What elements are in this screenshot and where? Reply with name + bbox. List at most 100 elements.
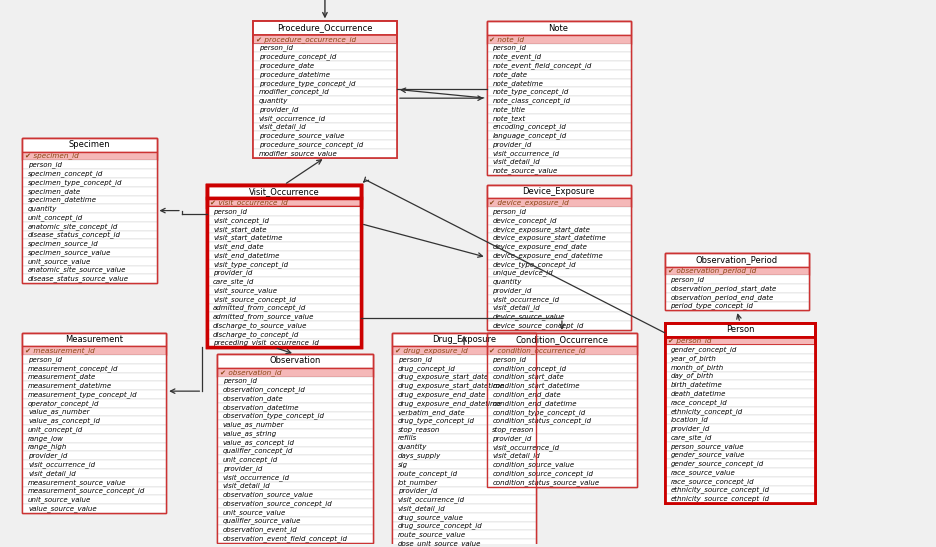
Text: drug_type_concept_id: drug_type_concept_id [398, 417, 475, 424]
Bar [207, 185, 360, 347]
Bar [664, 253, 808, 310]
Text: provider_id: provider_id [223, 465, 262, 472]
Text: admitted_from_source_value: admitted_from_source_value [212, 313, 314, 320]
Text: observation_period_end_date: observation_period_end_date [670, 294, 773, 301]
Bar [22, 504, 166, 513]
Text: Measurement: Measurement [66, 335, 124, 344]
Bar [216, 385, 373, 394]
Bar [391, 333, 535, 346]
Bar [22, 346, 166, 355]
Text: unit_source_value: unit_source_value [223, 509, 285, 516]
Text: device_exposure_end_datetime: device_exposure_end_datetime [491, 252, 603, 259]
Bar [664, 253, 808, 266]
Bar [664, 354, 814, 363]
Text: visit_occurrence_id: visit_occurrence_id [491, 150, 559, 156]
Text: Visit_Occurrence: Visit_Occurrence [248, 187, 319, 196]
Bar [664, 451, 814, 459]
Text: measurement_datetime: measurement_datetime [28, 382, 112, 389]
Text: dose_unit_source_value: dose_unit_source_value [398, 540, 481, 547]
Text: specimen_date: specimen_date [28, 188, 81, 195]
Text: qualifier_source_value: qualifier_source_value [223, 517, 300, 525]
Text: measurement_date: measurement_date [28, 374, 96, 381]
Bar [486, 295, 630, 304]
Text: refills: refills [398, 435, 417, 441]
Text: value_as_concept_id: value_as_concept_id [223, 439, 295, 446]
Bar [22, 381, 166, 390]
Text: gender_source_concept_id: gender_source_concept_id [670, 460, 763, 467]
Text: visit_start_datetime: visit_start_datetime [212, 235, 282, 241]
Bar [22, 160, 156, 169]
Bar [253, 105, 397, 114]
Text: provider_id: provider_id [670, 425, 709, 432]
Bar [486, 373, 636, 381]
Bar [22, 195, 156, 204]
Text: person_id: person_id [223, 377, 256, 385]
Bar [486, 131, 630, 140]
Text: observation_source_concept_id: observation_source_concept_id [223, 500, 332, 507]
Bar [207, 185, 360, 347]
Text: drug_exposure_start_date: drug_exposure_start_date [398, 374, 489, 381]
Bar [391, 531, 535, 539]
Bar [216, 499, 373, 508]
Text: note_class_concept_id: note_class_concept_id [491, 97, 570, 104]
Bar [664, 371, 814, 380]
Bar [391, 355, 535, 364]
Bar [22, 425, 166, 434]
Bar [253, 114, 397, 123]
Bar [486, 399, 636, 408]
Text: disease_status_source_value: disease_status_source_value [28, 275, 129, 282]
Text: observation_concept_id: observation_concept_id [223, 386, 305, 393]
Text: gender_concept_id: gender_concept_id [670, 346, 736, 353]
Text: procedure_datetime: procedure_datetime [258, 71, 329, 78]
Bar [391, 504, 535, 513]
Text: stop_reason: stop_reason [491, 426, 534, 433]
Bar [207, 286, 360, 295]
Text: encoding_concept_id: encoding_concept_id [491, 124, 565, 130]
Bar [216, 376, 373, 385]
Text: anatomic_site_source_value: anatomic_site_source_value [28, 266, 126, 274]
Text: provider_id: provider_id [491, 287, 531, 294]
Bar [253, 140, 397, 149]
Text: visit_detail_id: visit_detail_id [258, 124, 306, 130]
Bar [391, 443, 535, 451]
Bar [216, 429, 373, 438]
Text: value_as_string: value_as_string [223, 430, 277, 437]
Bar [22, 364, 166, 373]
Bar [486, 478, 636, 486]
Text: route_source_value: route_source_value [398, 531, 465, 538]
Text: disease_status_concept_id: disease_status_concept_id [28, 231, 121, 238]
Bar [664, 380, 814, 389]
Bar [486, 216, 630, 225]
Bar [207, 242, 360, 251]
Bar [664, 363, 814, 371]
Bar [216, 464, 373, 473]
Text: device_exposure_end_date: device_exposure_end_date [491, 243, 587, 250]
Bar [253, 96, 397, 105]
Text: ✔ observation_period_id: ✔ observation_period_id [666, 267, 755, 275]
Text: Note: Note [548, 24, 568, 33]
Bar [486, 158, 630, 166]
Text: provider_id: provider_id [491, 141, 531, 148]
Text: observation_type_concept_id: observation_type_concept_id [223, 412, 325, 420]
Bar [216, 354, 373, 543]
Text: condition_end_date: condition_end_date [491, 391, 561, 398]
Text: stop_reason: stop_reason [398, 426, 440, 433]
Text: specimen_datetime: specimen_datetime [28, 196, 97, 203]
Text: visit_end_date: visit_end_date [212, 243, 263, 250]
Bar [207, 304, 360, 312]
Text: race_source_value: race_source_value [670, 469, 735, 476]
Text: ✔ drug_exposure_id: ✔ drug_exposure_id [395, 347, 467, 354]
Text: device_source_value: device_source_value [491, 313, 564, 320]
Bar [253, 21, 397, 158]
Bar [253, 21, 397, 35]
Text: note_type_concept_id: note_type_concept_id [491, 89, 568, 95]
Text: measurement_type_concept_id: measurement_type_concept_id [28, 391, 138, 398]
Text: visit_occurrence_id: visit_occurrence_id [491, 296, 559, 302]
Bar [486, 304, 630, 312]
Text: drug_source_value: drug_source_value [398, 514, 463, 521]
Bar [253, 61, 397, 70]
Bar [486, 166, 630, 175]
Text: ✔ visit_occurrence_id: ✔ visit_occurrence_id [210, 199, 287, 206]
Bar [486, 53, 630, 61]
Bar [391, 333, 535, 547]
